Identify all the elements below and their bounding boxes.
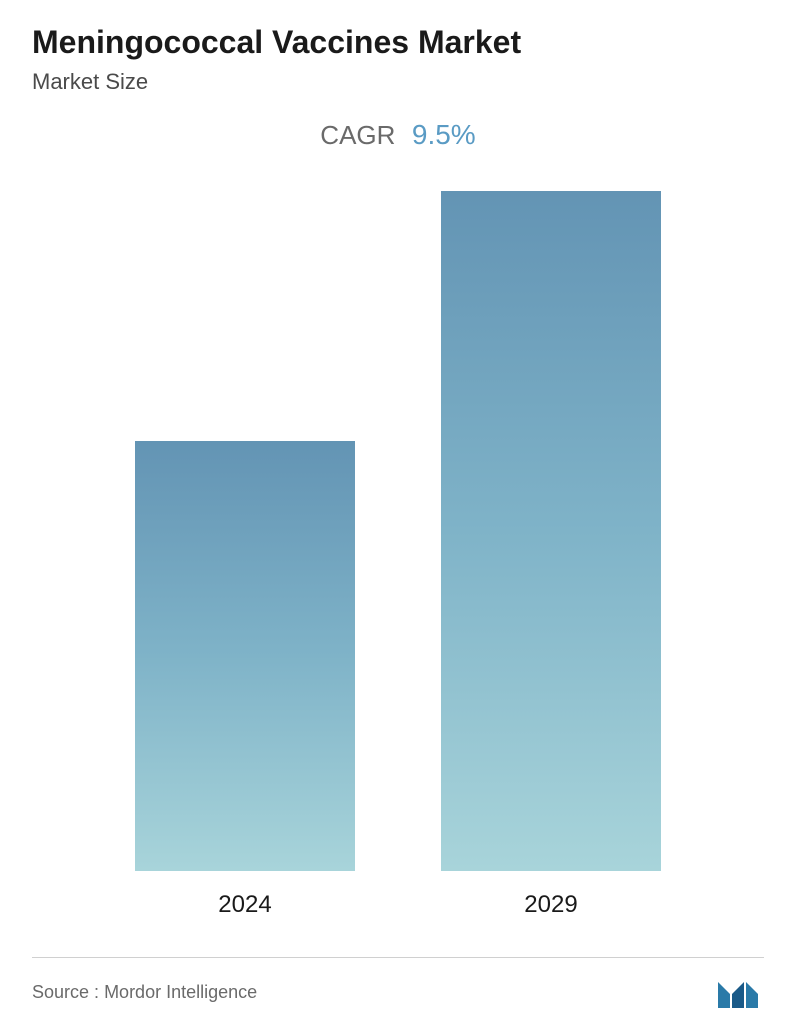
mordor-logo-icon [716,974,764,1010]
source-label: Source : [32,982,99,1002]
cagr-row: CAGR 9.5% [32,119,764,151]
x-label-0: 2024 [135,891,355,919]
cagr-value: 9.5% [412,119,476,150]
bar-group-1 [441,191,661,871]
source-name: Mordor Intelligence [104,982,257,1002]
source-text: Source : Mordor Intelligence [32,982,257,1003]
subtitle: Market Size [32,69,764,95]
bar-group-0 [135,441,355,871]
bar-chart [32,191,764,871]
page-title: Meningococcal Vaccines Market [32,24,764,61]
bar-1 [441,191,661,871]
x-axis-labels: 2024 2029 [32,871,764,919]
x-label-1: 2029 [441,891,661,919]
bar-0 [135,441,355,871]
footer: Source : Mordor Intelligence [32,957,764,1010]
cagr-label: CAGR [320,120,395,150]
